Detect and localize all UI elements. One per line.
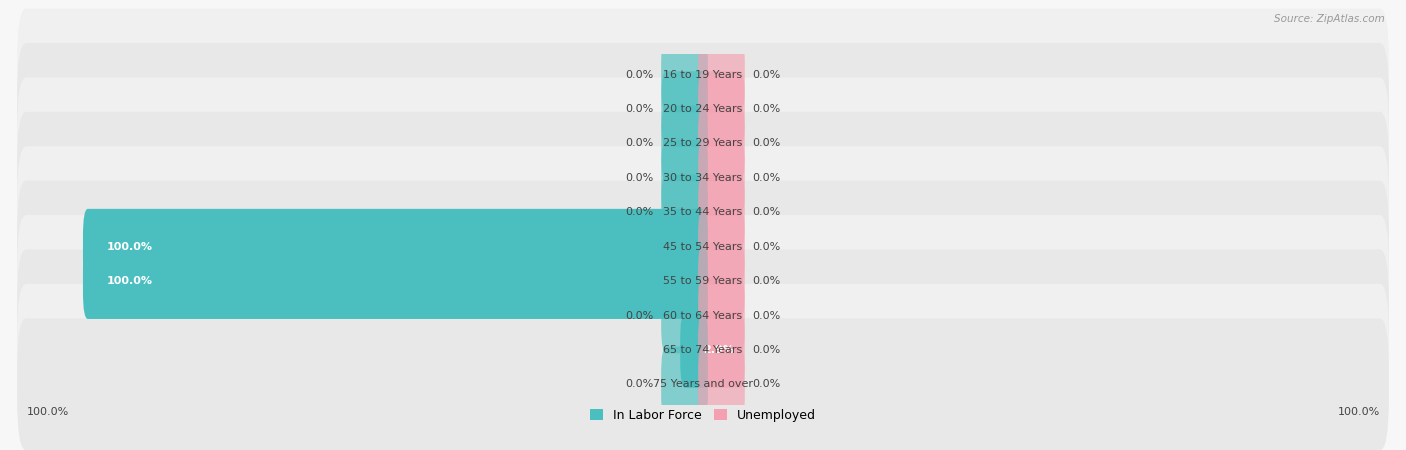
Text: 0.0%: 0.0% [626, 379, 654, 389]
Text: 0.0%: 0.0% [626, 173, 654, 183]
Text: 0.0%: 0.0% [752, 310, 780, 320]
Text: 0.0%: 0.0% [626, 139, 654, 148]
Text: 65 to 74 Years: 65 to 74 Years [664, 345, 742, 355]
FancyBboxPatch shape [17, 318, 1389, 450]
Text: 0.0%: 0.0% [752, 207, 780, 217]
FancyBboxPatch shape [697, 346, 745, 422]
FancyBboxPatch shape [661, 175, 709, 250]
Text: 0.0%: 0.0% [626, 310, 654, 320]
Text: 0.0%: 0.0% [752, 70, 780, 80]
FancyBboxPatch shape [83, 209, 707, 284]
FancyBboxPatch shape [17, 43, 1389, 175]
FancyBboxPatch shape [17, 284, 1389, 416]
FancyBboxPatch shape [697, 140, 745, 216]
FancyBboxPatch shape [697, 37, 745, 112]
Text: 55 to 59 Years: 55 to 59 Years [664, 276, 742, 286]
FancyBboxPatch shape [17, 249, 1389, 382]
FancyBboxPatch shape [17, 215, 1389, 347]
Text: Source: ZipAtlas.com: Source: ZipAtlas.com [1274, 14, 1385, 23]
Text: 25 to 29 Years: 25 to 29 Years [664, 139, 742, 148]
FancyBboxPatch shape [681, 312, 709, 388]
FancyBboxPatch shape [661, 278, 709, 353]
FancyBboxPatch shape [661, 71, 709, 147]
FancyBboxPatch shape [697, 175, 745, 250]
Legend: In Labor Force, Unemployed: In Labor Force, Unemployed [585, 404, 821, 427]
FancyBboxPatch shape [661, 140, 709, 216]
FancyBboxPatch shape [17, 112, 1389, 244]
Text: 100.0%: 100.0% [27, 407, 69, 417]
Text: 100.0%: 100.0% [1337, 407, 1379, 417]
Text: 0.0%: 0.0% [752, 379, 780, 389]
FancyBboxPatch shape [697, 243, 745, 319]
Text: 45 to 54 Years: 45 to 54 Years [664, 242, 742, 252]
FancyBboxPatch shape [17, 77, 1389, 210]
Text: 0.0%: 0.0% [752, 104, 780, 114]
Text: 2.9%: 2.9% [703, 345, 734, 355]
FancyBboxPatch shape [697, 278, 745, 353]
Text: 60 to 64 Years: 60 to 64 Years [664, 310, 742, 320]
FancyBboxPatch shape [697, 312, 745, 388]
Text: 0.0%: 0.0% [752, 276, 780, 286]
Text: 0.0%: 0.0% [752, 139, 780, 148]
Text: 0.0%: 0.0% [752, 173, 780, 183]
Text: 20 to 24 Years: 20 to 24 Years [664, 104, 742, 114]
FancyBboxPatch shape [17, 180, 1389, 313]
Text: 35 to 44 Years: 35 to 44 Years [664, 207, 742, 217]
Text: 0.0%: 0.0% [626, 207, 654, 217]
FancyBboxPatch shape [17, 146, 1389, 279]
FancyBboxPatch shape [697, 209, 745, 284]
Text: 30 to 34 Years: 30 to 34 Years [664, 173, 742, 183]
Text: EMPLOYMENT STATUS BY AGE IN FREDERICK: EMPLOYMENT STATUS BY AGE IN FREDERICK [176, 0, 543, 3]
FancyBboxPatch shape [661, 106, 709, 181]
Text: 100.0%: 100.0% [107, 242, 152, 252]
Text: 75 Years and over: 75 Years and over [652, 379, 754, 389]
Text: 0.0%: 0.0% [626, 70, 654, 80]
FancyBboxPatch shape [661, 37, 709, 112]
Text: 0.0%: 0.0% [752, 345, 780, 355]
Text: 100.0%: 100.0% [107, 276, 152, 286]
FancyBboxPatch shape [83, 243, 707, 319]
FancyBboxPatch shape [661, 346, 709, 422]
FancyBboxPatch shape [697, 106, 745, 181]
FancyBboxPatch shape [17, 9, 1389, 141]
FancyBboxPatch shape [697, 71, 745, 147]
Text: 16 to 19 Years: 16 to 19 Years [664, 70, 742, 80]
Text: 0.0%: 0.0% [626, 104, 654, 114]
Text: 0.0%: 0.0% [752, 242, 780, 252]
